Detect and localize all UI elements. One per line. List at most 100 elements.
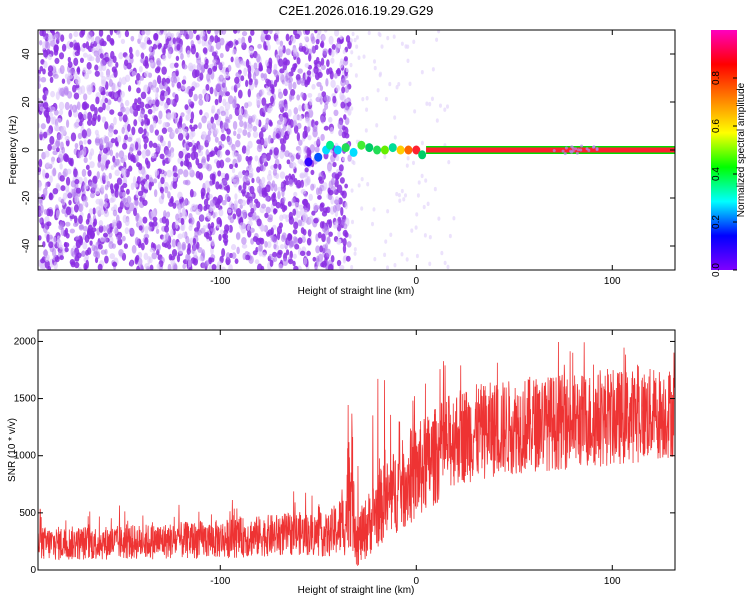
noise-speckle	[143, 142, 148, 150]
signal-onset-blob	[357, 140, 366, 150]
noise-speckle	[175, 70, 179, 77]
noise-speckle	[194, 82, 200, 88]
noise-speckle	[241, 31, 248, 37]
noise-speckle	[60, 34, 65, 42]
noise-speckle	[90, 104, 96, 112]
noise-speckle	[86, 119, 93, 126]
noise-speckle	[46, 48, 51, 56]
noise-speckle	[224, 193, 230, 202]
noise-speckle	[155, 91, 159, 100]
noise-speckle	[114, 169, 120, 177]
noise-speckle	[152, 220, 158, 227]
noise-speckle	[335, 154, 340, 162]
noise-speckle	[223, 185, 230, 191]
colorbar-ticks: 0.0 0.2 0.4 0.6 0.8	[711, 71, 737, 277]
noise-speckle	[317, 231, 322, 239]
noise-speckle	[144, 225, 149, 235]
noise-speckle	[252, 71, 257, 81]
noise-speckle	[304, 30, 310, 35]
noise-speckle	[64, 135, 70, 142]
noise-speckle	[64, 101, 70, 111]
noise-speckle	[39, 65, 44, 72]
noise-speckle	[277, 186, 282, 192]
noise-speckle	[79, 113, 85, 123]
noise-speckle	[185, 114, 190, 121]
colorbar-tick-label: 0.0	[711, 263, 722, 277]
noise-speckle	[87, 111, 93, 121]
snr-y-ticks: 0 500 1000 1500 2000	[14, 336, 675, 576]
noise-speckle	[74, 255, 80, 262]
noise-speckle	[141, 30, 146, 36]
noise-speckle	[73, 92, 80, 100]
noise-speckle	[82, 225, 88, 232]
noise-speckle	[414, 225, 418, 230]
y-tick-label: -40	[21, 238, 32, 253]
noise-speckle	[231, 252, 237, 260]
noise-speckle	[131, 70, 137, 77]
noise-speckle	[152, 142, 158, 148]
noise-speckle	[169, 48, 174, 54]
noise-speckle	[307, 48, 312, 55]
noise-speckle	[317, 30, 322, 36]
noise-speckle	[344, 85, 350, 93]
noise-speckle	[206, 72, 211, 82]
noise-speckle	[306, 250, 311, 256]
noise-speckle	[232, 120, 238, 130]
noise-speckle	[211, 178, 216, 185]
noise-speckle	[341, 86, 346, 94]
noise-speckle	[251, 177, 255, 184]
noise-speckle	[67, 74, 73, 80]
noise-speckle	[142, 199, 148, 206]
noise-speckle	[86, 84, 92, 92]
noise-speckle	[338, 164, 344, 172]
noise-speckle	[191, 69, 198, 79]
noise-speckle	[139, 75, 145, 81]
noise-speckle	[125, 106, 130, 116]
noise-speckle	[230, 176, 235, 182]
noise-speckle	[116, 177, 123, 186]
noise-speckle	[172, 175, 177, 182]
y-tick-label: 20	[21, 96, 32, 108]
noise-speckle	[214, 98, 219, 106]
signal-onset-blob	[404, 145, 413, 155]
noise-speckle	[141, 149, 147, 159]
noise-speckle	[180, 112, 185, 118]
spectrogram-y-axis-label: Frequency (Hz)	[8, 116, 19, 185]
noise-speckle	[138, 163, 143, 171]
noise-speckle	[313, 65, 319, 75]
noise-speckle	[306, 70, 312, 76]
noise-speckle	[257, 43, 262, 49]
noise-speckle	[146, 120, 150, 126]
noise-speckle	[177, 168, 184, 175]
noise-speckle	[109, 183, 114, 191]
noise-speckle	[261, 225, 266, 232]
noise-speckle	[592, 145, 596, 149]
noise-speckle	[152, 216, 158, 222]
noise-speckle	[143, 233, 150, 239]
noise-speckle	[438, 103, 442, 108]
noise-speckle	[265, 206, 271, 214]
noise-speckle	[86, 61, 92, 70]
noise-speckle	[107, 130, 114, 138]
noise-speckle	[78, 266, 82, 270]
noise-speckle	[272, 251, 278, 258]
noise-speckle	[188, 213, 193, 220]
noise-speckle	[279, 114, 283, 124]
noise-speckle	[383, 252, 387, 258]
noise-speckle	[240, 75, 245, 82]
noise-speckle	[216, 217, 222, 225]
noise-speckle	[246, 224, 251, 231]
noise-speckle	[306, 237, 312, 246]
noise-speckle	[227, 95, 234, 105]
noise-speckle	[117, 96, 123, 104]
noise-speckle	[205, 93, 210, 102]
noise-speckle	[117, 111, 123, 117]
noise-speckle	[234, 193, 238, 200]
noise-speckle	[386, 265, 390, 270]
noise-speckle	[299, 160, 304, 166]
noise-speckle	[346, 241, 352, 248]
noise-speckle	[207, 39, 213, 46]
noise-speckle	[314, 266, 319, 270]
noise-speckle	[94, 136, 101, 146]
noise-speckle	[199, 109, 203, 116]
